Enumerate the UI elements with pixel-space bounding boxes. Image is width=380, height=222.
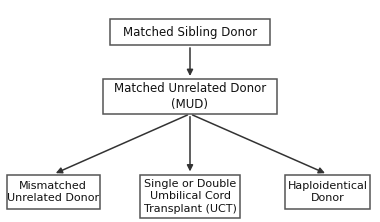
FancyBboxPatch shape [140,175,241,218]
FancyBboxPatch shape [7,175,100,209]
Text: Matched Unrelated Donor
(MUD): Matched Unrelated Donor (MUD) [114,82,266,111]
Text: Mismatched
Unrelated Donor: Mismatched Unrelated Donor [7,181,99,203]
Text: Matched Sibling Donor: Matched Sibling Donor [123,26,257,39]
Text: Single or Double
Umbilical Cord
Transplant (UCT): Single or Double Umbilical Cord Transpla… [144,179,236,214]
FancyBboxPatch shape [110,20,270,45]
FancyBboxPatch shape [103,79,277,114]
FancyBboxPatch shape [285,175,370,209]
Text: Haploidentical
Donor: Haploidentical Donor [288,181,367,203]
